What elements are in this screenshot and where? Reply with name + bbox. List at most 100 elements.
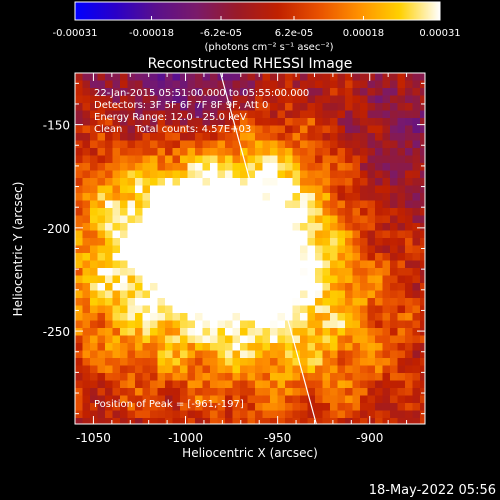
heatmap-cell: [172, 185, 181, 194]
heatmap-cell: [172, 208, 181, 217]
heatmap-cell: [127, 125, 136, 134]
heatmap-cell: [225, 320, 234, 329]
heatmap-cell: [210, 193, 219, 202]
heatmap-cell: [127, 103, 136, 112]
heatmap-cell: [240, 268, 249, 277]
heatmap-cell: [375, 358, 384, 367]
heatmap-cell: [165, 313, 174, 322]
heatmap-cell: [382, 208, 391, 217]
heatmap-cell: [270, 358, 279, 367]
heatmap-cell: [240, 95, 249, 104]
heatmap-cell: [127, 298, 136, 307]
heatmap-cell: [232, 245, 241, 254]
heatmap-cell: [255, 140, 264, 149]
heatmap-cell: [75, 95, 84, 104]
heatmap-cell: [82, 155, 91, 164]
heatmap-cell: [307, 305, 316, 314]
heatmap-cell: [97, 283, 106, 292]
heatmap-cell: [97, 403, 106, 412]
heatmap-cell: [232, 410, 241, 419]
heatmap-cell: [135, 410, 144, 419]
heatmap-cell: [367, 283, 376, 292]
heatmap-cell: [187, 148, 196, 157]
heatmap-cell: [375, 388, 384, 397]
heatmap-cell: [420, 133, 425, 142]
heatmap-cell: [255, 343, 264, 352]
heatmap-cell: [270, 395, 279, 404]
heatmap-cell: [255, 260, 264, 269]
heatmap-cell: [240, 223, 249, 232]
heatmap-cell: [330, 185, 339, 194]
heatmap-cell: [202, 268, 211, 277]
heatmap-cell: [367, 373, 376, 382]
heatmap-cell: [90, 410, 99, 419]
heatmap-cell: [390, 185, 399, 194]
heatmap-cell: [420, 125, 425, 134]
heatmap-cell: [112, 148, 121, 157]
heatmap-cell: [120, 403, 129, 412]
heatmap-cell: [195, 253, 204, 262]
heatmap-cell: [375, 88, 384, 97]
heatmap-cell: [195, 223, 204, 232]
heatmap-cell: [180, 418, 189, 424]
heatmap-cell: [120, 283, 129, 292]
heatmap-cell: [135, 380, 144, 389]
heatmap-cell: [360, 380, 369, 389]
heatmap-cell: [165, 275, 174, 284]
heatmap-cell: [390, 118, 399, 127]
heatmap-cell: [322, 155, 331, 164]
heatmap-cell: [382, 410, 391, 419]
heatmap-cell: [300, 290, 309, 299]
heatmap-cell: [240, 350, 249, 359]
heatmap-cell: [75, 403, 84, 412]
heatmap-cell: [375, 313, 384, 322]
heatmap-cell: [217, 395, 226, 404]
heatmap-cell: [307, 215, 316, 224]
heatmap-cell: [217, 373, 226, 382]
heatmap-cell: [300, 320, 309, 329]
heatmap-cell: [195, 365, 204, 374]
heatmap-cell: [112, 238, 121, 247]
heatmap-cell: [360, 268, 369, 277]
heatmap-cell: [397, 118, 406, 127]
heatmap-cell: [105, 335, 114, 344]
heatmap-cell: [412, 163, 421, 172]
heatmap-cell: [270, 418, 279, 424]
heatmap-cell: [202, 118, 211, 127]
heatmap-cell: [90, 358, 99, 367]
heatmap-cell: [180, 343, 189, 352]
heatmap-cell: [262, 193, 271, 202]
heatmap-cell: [225, 343, 234, 352]
heatmap-cell: [292, 305, 301, 314]
heatmap-cell: [165, 163, 174, 172]
heatmap-cell: [142, 193, 151, 202]
heatmap-cell: [217, 253, 226, 262]
heatmap-cell: [165, 125, 174, 134]
heatmap-cell: [75, 335, 84, 344]
heatmap-cell: [247, 358, 256, 367]
heatmap-cell: [240, 185, 249, 194]
heatmap-cell: [82, 320, 91, 329]
heatmap-cell: [180, 200, 189, 209]
heatmap-cell: [375, 373, 384, 382]
heatmap-cell: [375, 298, 384, 307]
heatmap-cell: [210, 215, 219, 224]
heatmap-cell: [420, 358, 425, 367]
heatmap-cell: [367, 365, 376, 374]
heatmap-cell: [330, 275, 339, 284]
heatmap-cell: [105, 380, 114, 389]
heatmap-cell: [375, 103, 384, 112]
heatmap-cell: [127, 200, 136, 209]
heatmap-cell: [360, 350, 369, 359]
heatmap-cell: [247, 328, 256, 337]
heatmap-cell: [337, 380, 346, 389]
heatmap-cell: [420, 410, 425, 419]
heatmap-cell: [142, 88, 151, 97]
heatmap-cell: [412, 373, 421, 382]
heatmap-cell: [172, 335, 181, 344]
heatmap-cell: [300, 80, 309, 89]
heatmap-cell: [120, 305, 129, 314]
heatmap-cell: [300, 163, 309, 172]
heatmap-cell: [75, 73, 84, 82]
heatmap-cell: [135, 185, 144, 194]
